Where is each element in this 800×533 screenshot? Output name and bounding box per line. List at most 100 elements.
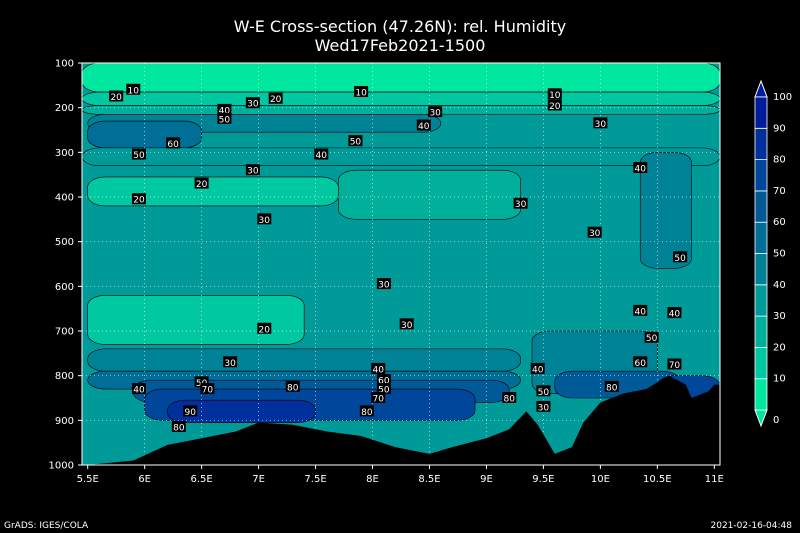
x-tick-label-0: 5.5E <box>77 474 99 485</box>
grid-lines <box>82 63 720 465</box>
contour-label-bg-38 <box>376 374 391 386</box>
colorbar-label-0: 0 <box>773 415 779 426</box>
plot-frame <box>81 62 721 466</box>
contour-label-bg-28 <box>257 322 272 334</box>
contour-label-bg-36 <box>200 383 215 395</box>
contour-label-17: 30 <box>247 167 259 177</box>
contour-label-36: 70 <box>202 386 214 396</box>
contour-label-bg-40 <box>131 383 146 395</box>
colorbar-label-20: 20 <box>773 342 786 353</box>
contour-label-39: 50 <box>378 386 390 396</box>
contour-label-33: 40 <box>372 365 384 375</box>
contour-label-bg-11 <box>593 117 608 129</box>
contour-label-43: 70 <box>372 395 384 405</box>
contour-label-bg-20 <box>513 197 528 209</box>
colorbar-label-40: 40 <box>773 280 786 291</box>
x-tick-label-1: 6E <box>138 474 151 485</box>
colorbar-segment-8 <box>754 127 768 161</box>
contour-label-bg-12 <box>166 137 181 149</box>
y-tick-label-7: 800 <box>55 371 74 382</box>
contour-label-bg-43 <box>371 392 386 403</box>
contour-label-bg-0 <box>126 83 141 95</box>
humidity-band-8 <box>639 152 692 269</box>
contour-label-12: 60 <box>167 140 179 150</box>
colorbar-segment-7 <box>754 159 768 192</box>
contour-label-1: 20 <box>110 93 122 103</box>
contour-label-0: 10 <box>128 86 140 96</box>
contour-label-bg-9 <box>428 106 443 118</box>
y-tick-label-9: 1000 <box>49 461 74 472</box>
colorbar-segment-1 <box>754 346 768 380</box>
contour-label-bg-5 <box>547 99 562 111</box>
contour-label-38: 60 <box>378 377 390 387</box>
contour-label-42: 50 <box>538 388 550 398</box>
contour-label-45: 30 <box>538 403 550 413</box>
colorbar-low-arrow <box>754 409 768 428</box>
chart-subtitle: Wed17Feb2021-1500 <box>314 36 486 55</box>
contour-label-bg-29 <box>644 331 659 343</box>
x-tick-label-10: 10.5E <box>643 474 672 485</box>
contour-label-41: 80 <box>606 383 618 393</box>
x-tick-label-5: 8E <box>366 474 379 485</box>
x-tick-label-8: 9.5E <box>532 474 554 485</box>
contour-label-25: 40 <box>635 307 647 317</box>
contour-label-28: 20 <box>259 325 271 335</box>
y-tick-label-5: 600 <box>55 282 74 293</box>
colorbar-label-50: 50 <box>773 249 786 260</box>
contour-label-bg-3 <box>268 92 283 104</box>
terrain-mask <box>82 375 720 465</box>
contour-label-bg-47 <box>359 405 374 417</box>
contour-label-21: 30 <box>259 216 271 226</box>
contour-label-bg-17 <box>245 164 260 176</box>
contour-label-34: 40 <box>532 365 544 375</box>
contour-label-14: 50 <box>133 151 145 161</box>
contour-label-bg-32 <box>667 358 682 370</box>
x-tick-label-3: 7E <box>252 474 265 485</box>
contour-label-11: 30 <box>595 120 607 130</box>
contour-label-bg-26 <box>667 307 682 319</box>
contour-label-2: 10 <box>355 89 367 99</box>
contour-label-7: 30 <box>247 100 259 110</box>
colorbar: 0 10 20 30 40 50 60 70 80 90 100 <box>754 79 792 428</box>
contour-label-bg-18 <box>194 177 209 189</box>
contour-label-bg-4 <box>547 88 562 100</box>
contour-label-bg-30 <box>223 356 238 368</box>
contour-label-46: 90 <box>185 408 197 418</box>
contour-label-27: 30 <box>401 321 413 331</box>
contour-label-bg-39 <box>376 383 391 395</box>
contour-label-bg-15 <box>314 148 329 160</box>
contour-label-bg-41 <box>604 380 619 392</box>
contour-label-37: 80 <box>287 383 299 393</box>
contour-label-bg-7 <box>245 97 260 109</box>
x-tick-label-7: 9E <box>480 474 493 485</box>
contour-label-bg-1 <box>109 90 124 102</box>
contour-label-bg-16 <box>633 161 648 173</box>
contour-label-bg-6 <box>217 103 232 115</box>
contour-label-bg-14 <box>131 148 146 160</box>
contour-label-bg-2 <box>354 86 369 98</box>
contour-label-18: 20 <box>196 180 208 190</box>
humidity-band-1 <box>82 91 720 106</box>
contour-label-bg-37 <box>285 380 300 392</box>
contour-label-bg-35 <box>194 376 209 388</box>
contour-label-9: 30 <box>429 109 441 119</box>
contour-label-10: 40 <box>418 122 430 132</box>
x-tick-label-2: 6.5E <box>191 474 213 485</box>
contour-label-bg-48 <box>171 421 186 433</box>
humidity-band-5 <box>82 147 720 167</box>
footer-timestamp: 2021-02-16-04:48 <box>710 521 793 531</box>
y-tick-label-3: 400 <box>55 193 74 204</box>
y-tick-label-8: 900 <box>55 416 74 427</box>
colorbar-label-10: 10 <box>773 374 786 385</box>
x-tick-label-4: 7.5E <box>304 474 326 485</box>
footer-credit: GrADS: IGES/COLA <box>4 521 89 531</box>
contour-label-bg-19 <box>131 193 146 205</box>
x-tick-label-6: 8.5E <box>418 474 440 485</box>
contour-label-4: 10 <box>549 91 561 101</box>
colorbar-segment-0 <box>754 378 768 411</box>
y-tick-label-1: 200 <box>55 103 74 114</box>
y-axis: 100 200 300 400 500 600 700 800 900 1000 <box>49 59 82 472</box>
colorbar-label-60: 60 <box>773 217 786 228</box>
contour-label-20: 30 <box>515 200 527 210</box>
